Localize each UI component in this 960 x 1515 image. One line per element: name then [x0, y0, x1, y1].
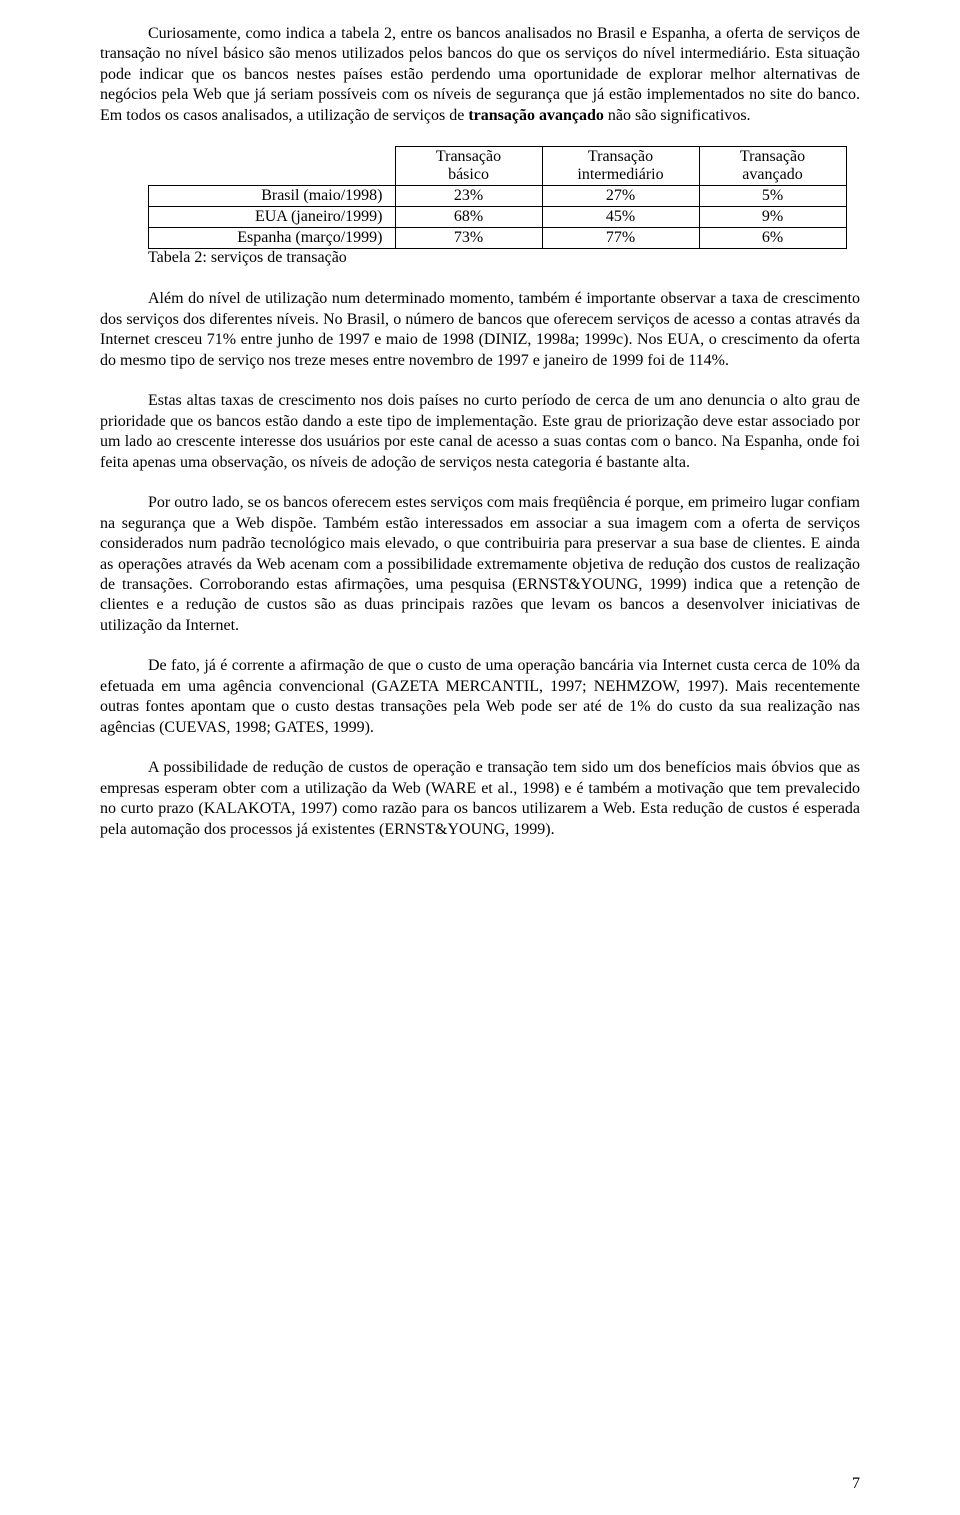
- cell-espanha-basico: 73%: [395, 228, 542, 249]
- col-header-intermediario-l1: Transação: [588, 148, 653, 165]
- cell-eua-avancado: 9%: [699, 207, 846, 228]
- paragraph-6: A possibilidade de redução de custos de …: [100, 758, 860, 840]
- row-label-brasil: Brasil (maio/1998): [149, 186, 396, 207]
- col-header-intermediario-l2: intermediário: [577, 166, 663, 183]
- col-header-basico-l2: básico: [448, 166, 489, 183]
- cell-espanha-avancado: 6%: [699, 228, 846, 249]
- cell-brasil-basico: 23%: [395, 186, 542, 207]
- col-header-avancado-l2: avançado: [742, 166, 802, 183]
- col-header-basico-l1: Transação: [436, 148, 501, 165]
- table-row: Espanha (março/1999) 73% 77% 6%: [149, 228, 847, 249]
- paragraph-5: De fato, já é corrente a afirmação de qu…: [100, 656, 860, 738]
- col-header-intermediario: Transação intermediário: [542, 147, 699, 186]
- cell-espanha-intermediario: 77%: [542, 228, 699, 249]
- paragraph-1-text-b: não são significativos.: [604, 107, 751, 124]
- paragraph-2: Além do nível de utilização num determin…: [100, 289, 860, 371]
- table-row: Brasil (maio/1998) 23% 27% 5%: [149, 186, 847, 207]
- table-2-caption: Tabela 2: serviços de transação: [148, 249, 860, 267]
- cell-brasil-intermediario: 27%: [542, 186, 699, 207]
- table-2: Transação básico Transação intermediário…: [148, 146, 847, 249]
- paragraph-4: Por outro lado, se os bancos oferecem es…: [100, 493, 860, 636]
- cell-eua-intermediario: 45%: [542, 207, 699, 228]
- page-number: 7: [852, 1475, 860, 1493]
- cell-eua-basico: 68%: [395, 207, 542, 228]
- table-row: EUA (janeiro/1999) 68% 45% 9%: [149, 207, 847, 228]
- table-corner: [149, 147, 396, 186]
- cell-brasil-avancado: 5%: [699, 186, 846, 207]
- paragraph-1-bold: transação avançado: [468, 107, 604, 124]
- paragraph-1: Curiosamente, como indica a tabela 2, en…: [100, 24, 860, 126]
- page: Curiosamente, como indica a tabela 2, en…: [0, 0, 960, 1515]
- col-header-avancado-l1: Transação: [740, 148, 805, 165]
- row-label-eua: EUA (janeiro/1999): [149, 207, 396, 228]
- col-header-basico: Transação básico: [395, 147, 542, 186]
- table-header-row: Transação básico Transação intermediário…: [149, 147, 847, 186]
- row-label-espanha: Espanha (março/1999): [149, 228, 396, 249]
- paragraph-3: Estas altas taxas de crescimento nos doi…: [100, 391, 860, 473]
- col-header-avancado: Transação avançado: [699, 147, 846, 186]
